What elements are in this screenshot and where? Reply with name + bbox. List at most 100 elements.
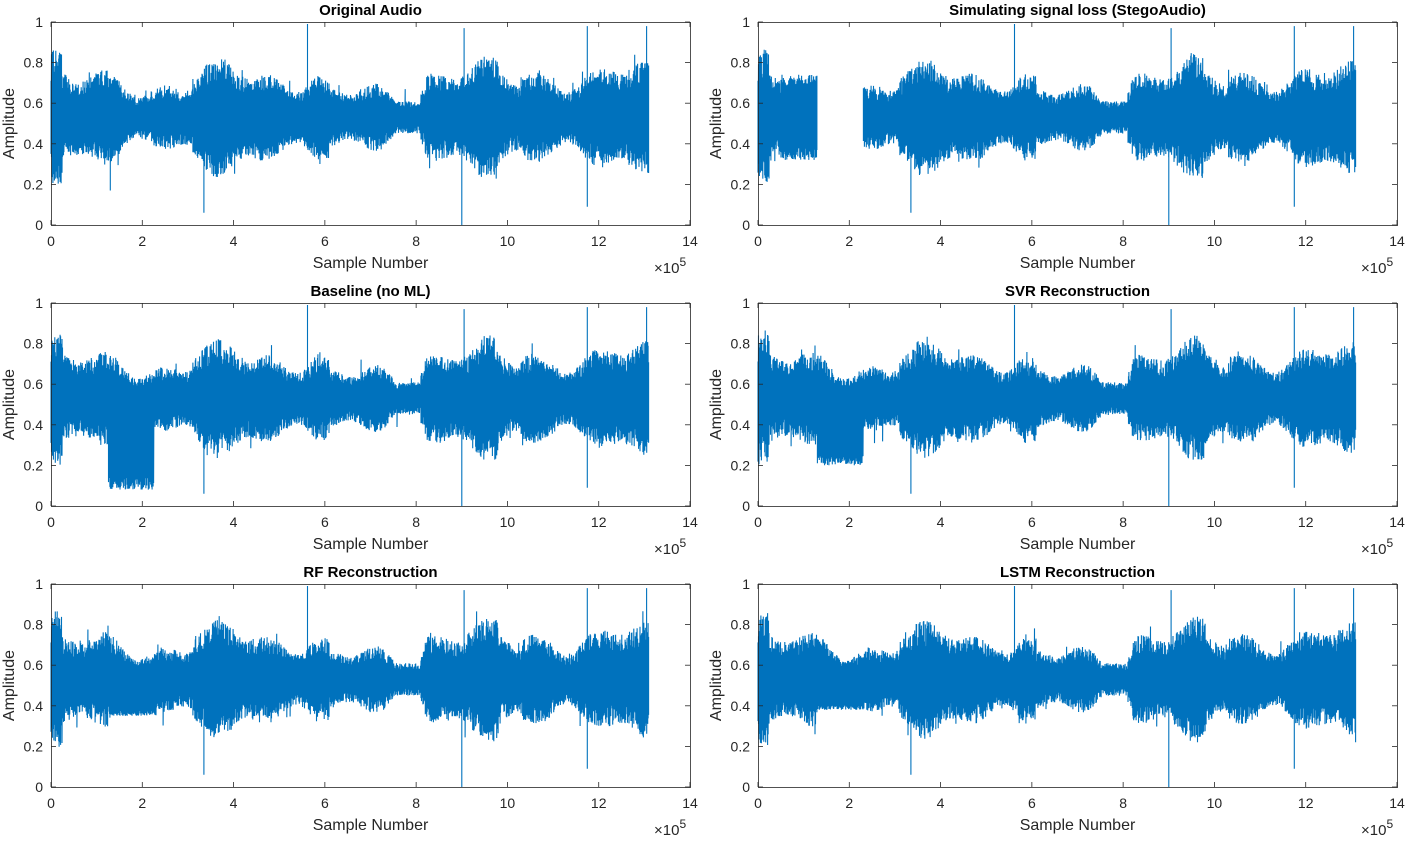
x-tick-label: 6 (321, 514, 329, 530)
x-tick-label: 2 (138, 233, 146, 249)
waveform-series (50, 24, 650, 225)
axes-box (51, 584, 691, 788)
x-exponent-power: 5 (1386, 255, 1393, 269)
x-tick-label: 8 (412, 233, 420, 249)
y-tick-label: 0.2 (24, 738, 44, 754)
x-tick-label: 10 (1207, 795, 1223, 811)
x-exponent-base: ×10 (1361, 822, 1386, 839)
y-tick-label: 0 (35, 779, 43, 795)
y-tick-label: 1 (35, 14, 43, 30)
x-tick-label: 12 (1298, 233, 1314, 249)
x-exponent-base: ×10 (1361, 541, 1386, 558)
y-tick-label: 0 (742, 217, 750, 233)
y-tick-label: 0.2 (731, 738, 751, 754)
y-tick-label: 0.6 (731, 376, 751, 392)
waveform-series (50, 305, 650, 506)
subplot-4: 0 2 4 6 8 10 12 14 0 0.2 0.4 0.6 0.8 1 SVR Reconstruct… (708, 283, 1405, 558)
y-tick-label: 0.2 (731, 176, 751, 192)
y-axis-label: Amplitude (708, 650, 725, 721)
subplot-3: 0 2 4 6 8 10 12 14 0 0.2 0.4 0.6 0.8 1 Baseline (no ML… (1, 283, 698, 558)
y-tick-label: 0.8 (731, 55, 751, 71)
y-tick-label: 0.2 (24, 457, 44, 473)
y-tick-label: 0.2 (731, 457, 751, 473)
x-exponent-base: ×10 (654, 260, 679, 277)
x-tick-label: 0 (47, 233, 55, 249)
x-tick-label: 8 (1119, 795, 1127, 811)
subplot-2: 0 2 4 6 8 10 12 14 0 0.2 0.4 0.6 0.8 1 Simulating sign… (708, 2, 1405, 277)
y-tick-label: 0.6 (24, 95, 44, 111)
x-exponent-base: ×10 (654, 541, 679, 558)
y-axis-label: Amplitude (1, 369, 18, 440)
y-tick-label: 1 (742, 576, 750, 592)
x-tick-label: 14 (1389, 233, 1405, 249)
x-tick-label: 12 (1298, 795, 1314, 811)
x-axis-label: Sample Number (313, 536, 429, 553)
y-axis-label: Amplitude (708, 88, 725, 159)
x-tick-label: 4 (937, 514, 945, 530)
x-tick-label: 2 (845, 795, 853, 811)
waveform-series (757, 305, 1357, 506)
x-tick-label: 14 (682, 795, 698, 811)
x-tick-label: 12 (591, 514, 607, 530)
x-exponent-label: ×105 (654, 536, 686, 558)
x-exponent-label: ×105 (1361, 255, 1393, 277)
x-tick-label: 2 (845, 233, 853, 249)
subplot-6: 0 2 4 6 8 10 12 14 0 0.2 0.4 0.6 0.8 1 LSTM Reconstruc… (708, 564, 1405, 839)
x-exponent-power: 5 (679, 536, 686, 550)
subplot-5: 0 2 4 6 8 10 12 14 0 0.2 0.4 0.6 0.8 1 RF Reconstructi… (1, 564, 698, 839)
y-tick-label: 1 (35, 576, 43, 592)
axes-box (758, 584, 1398, 788)
y-tick-label: 0.4 (24, 698, 44, 714)
x-tick-label: 14 (1389, 795, 1405, 811)
y-tick-label: 0.4 (731, 417, 751, 433)
y-tick-label: 0.2 (24, 176, 44, 192)
x-tick-label: 6 (1028, 795, 1036, 811)
y-axis-label: Amplitude (1, 88, 18, 159)
y-tick-label: 0 (35, 217, 43, 233)
x-exponent-label: ×105 (1361, 817, 1393, 839)
x-tick-label: 14 (1389, 514, 1405, 530)
x-exponent-power: 5 (679, 817, 686, 831)
x-tick-label: 0 (754, 795, 762, 811)
x-exponent-power: 5 (1386, 536, 1393, 550)
x-tick-label: 2 (845, 514, 853, 530)
subplot-1: 0 2 4 6 8 10 12 14 0 0.2 0.4 0.6 0.8 1 Original Audio S… (1, 2, 698, 277)
y-tick-label: 1 (742, 295, 750, 311)
y-tick-label: 0.6 (731, 657, 751, 673)
x-tick-label: 8 (412, 514, 420, 530)
x-tick-label: 12 (1298, 514, 1314, 530)
x-tick-label: 10 (1207, 514, 1223, 530)
x-tick-label: 6 (1028, 233, 1036, 249)
y-tick-label: 0 (35, 498, 43, 514)
x-tick-label: 6 (321, 233, 329, 249)
x-tick-label: 0 (47, 514, 55, 530)
x-tick-label: 10 (500, 514, 516, 530)
y-tick-label: 0.6 (24, 657, 44, 673)
y-tick-label: 0.4 (731, 698, 751, 714)
y-tick-label: 0.8 (731, 617, 751, 633)
x-tick-label: 4 (230, 514, 238, 530)
subplot-title: Simulating signal loss (StegoAudio) (949, 2, 1206, 19)
x-tick-label: 10 (1207, 233, 1223, 249)
x-tick-label: 8 (1119, 514, 1127, 530)
x-tick-label: 2 (138, 514, 146, 530)
y-tick-label: 0.4 (731, 136, 751, 152)
x-exponent-power: 5 (1386, 817, 1393, 831)
axes-box (51, 303, 691, 507)
subplot-title: Original Audio (319, 2, 422, 19)
y-tick-label: 0.6 (731, 95, 751, 111)
axes-box (51, 22, 691, 226)
x-tick-label: 4 (937, 233, 945, 249)
y-tick-label: 0 (742, 498, 750, 514)
x-tick-label: 4 (937, 795, 945, 811)
y-tick-label: 0.4 (24, 417, 44, 433)
x-tick-label: 0 (47, 795, 55, 811)
x-exponent-label: ×105 (1361, 536, 1393, 558)
y-tick-label: 0 (742, 779, 750, 795)
axes-box (758, 22, 1398, 226)
x-tick-label: 0 (754, 233, 762, 249)
x-tick-label: 14 (682, 514, 698, 530)
waveform-series (757, 586, 1357, 787)
